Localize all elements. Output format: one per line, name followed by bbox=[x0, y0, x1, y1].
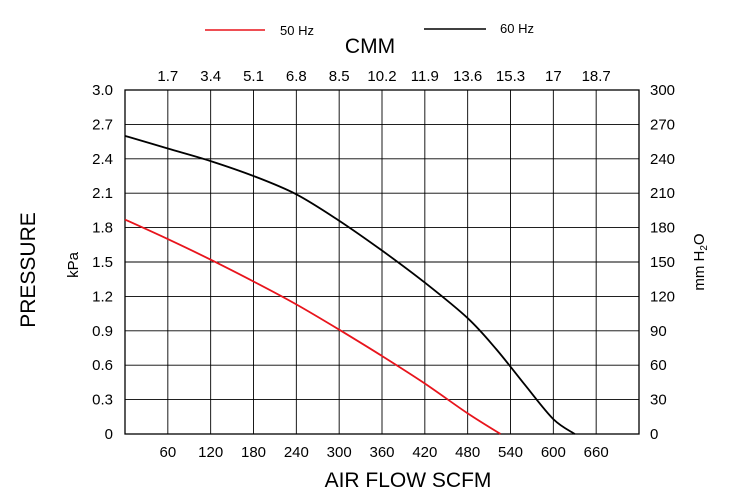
y2-tick-label: 120 bbox=[650, 288, 675, 305]
x-tick-label: 300 bbox=[327, 444, 352, 461]
y-tick-label: 1.5 bbox=[92, 254, 113, 271]
y2-tick-label: 270 bbox=[650, 116, 675, 133]
series-line-60hz bbox=[124, 135, 576, 435]
y2-tick-label: 90 bbox=[650, 323, 667, 340]
top-axis-title: CMM bbox=[345, 35, 395, 58]
y-tick-label: 0 bbox=[105, 426, 113, 443]
x-tick-label: 420 bbox=[412, 444, 437, 461]
y2-axis-unit: mm H2O bbox=[691, 233, 710, 290]
y-tick-label: 1.8 bbox=[92, 220, 113, 237]
series-group bbox=[124, 135, 576, 435]
y2-tick-label: 0 bbox=[650, 426, 658, 443]
y2-unit-end: O bbox=[691, 233, 708, 245]
y2-tick-label: 300 bbox=[650, 82, 675, 99]
x-tick-label: 660 bbox=[584, 444, 609, 461]
y-axis-title: PRESSURE bbox=[17, 212, 40, 328]
top-tick-label: 18.7 bbox=[582, 68, 611, 85]
y-tick-label: 2.7 bbox=[92, 116, 113, 133]
top-tick-label: 10.2 bbox=[367, 68, 396, 85]
top-tick-label: 1.7 bbox=[157, 68, 178, 85]
legend-label-60hz: 60 Hz bbox=[500, 21, 534, 36]
top-tick-label: 13.6 bbox=[453, 68, 482, 85]
x-tick-label: 120 bbox=[198, 444, 223, 461]
top-tick-label: 8.5 bbox=[329, 68, 350, 85]
y2-unit-main: mm H bbox=[691, 251, 708, 291]
y2-tick-label: 30 bbox=[650, 392, 667, 409]
y-tick-label: 1.2 bbox=[92, 288, 113, 305]
y2-tick-label: 60 bbox=[650, 357, 667, 374]
top-tick-label: 17 bbox=[545, 68, 562, 85]
y2-tick-label: 210 bbox=[650, 185, 675, 202]
top-tick-label: 6.8 bbox=[286, 68, 307, 85]
top-tick-label: 15.3 bbox=[496, 68, 525, 85]
x-tick-label: 360 bbox=[369, 444, 394, 461]
x-tick-label: 600 bbox=[541, 444, 566, 461]
y2-tick-label: 150 bbox=[650, 254, 675, 271]
x-tick-label: 480 bbox=[455, 444, 480, 461]
x-tick-label: 180 bbox=[241, 444, 266, 461]
grid bbox=[125, 90, 639, 434]
top-tick-label: 11.9 bbox=[411, 68, 439, 85]
y2-tick-label: 180 bbox=[650, 220, 675, 237]
y-axis-unit: kPa bbox=[65, 251, 82, 278]
x-tick-label: 540 bbox=[498, 444, 523, 461]
y-tick-label: 0.9 bbox=[92, 323, 113, 340]
x-axis-title: AIR FLOW SCFM bbox=[325, 469, 492, 492]
y2-tick-label: 240 bbox=[650, 151, 675, 168]
top-tick-label: 3.4 bbox=[200, 68, 221, 85]
y2-unit-sub: 2 bbox=[699, 245, 710, 251]
y-tick-label: 0.6 bbox=[92, 357, 113, 374]
y-tick-label: 2.1 bbox=[92, 185, 113, 202]
legend-label-50hz: 50 Hz bbox=[280, 23, 314, 38]
y-tick-label: 0.3 bbox=[92, 392, 113, 409]
top-tick-label: 5.1 bbox=[243, 68, 264, 85]
y-tick-label: 2.4 bbox=[92, 151, 113, 168]
plot-frame bbox=[124, 89, 640, 435]
x-tick-label: 60 bbox=[159, 444, 176, 461]
y-tick-label: 3.0 bbox=[92, 82, 113, 99]
series-line-50hz bbox=[124, 218, 501, 435]
x-tick-label: 240 bbox=[284, 444, 309, 461]
